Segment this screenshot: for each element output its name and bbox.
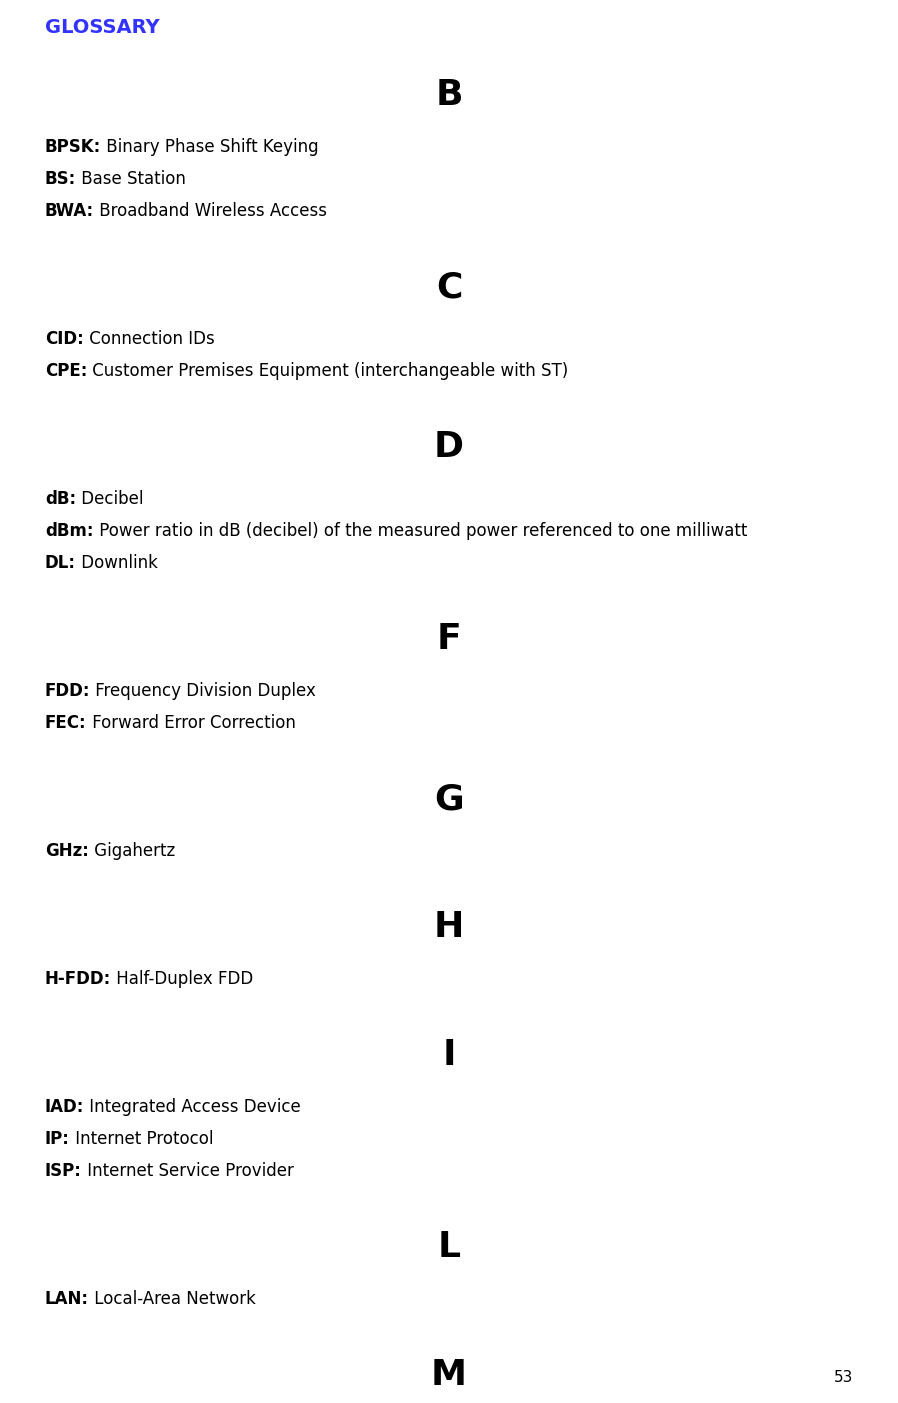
Text: BWA:: BWA: — [45, 202, 94, 220]
Text: Gigahertz: Gigahertz — [89, 842, 175, 860]
Text: Integrated Access Device: Integrated Access Device — [84, 1099, 301, 1115]
Text: GHz:: GHz: — [45, 842, 89, 860]
Text: IP:: IP: — [45, 1129, 70, 1148]
Text: IAD:: IAD: — [45, 1099, 84, 1115]
Text: dBm:: dBm: — [45, 522, 93, 540]
Text: Connection IDs: Connection IDs — [84, 330, 215, 348]
Text: FDD:: FDD: — [45, 682, 91, 700]
Text: DL:: DL: — [45, 554, 76, 572]
Text: D: D — [434, 429, 464, 464]
Text: Power ratio in dB (decibel) of the measured power referenced to one milliwatt: Power ratio in dB (decibel) of the measu… — [93, 522, 747, 540]
Text: 53: 53 — [833, 1369, 853, 1385]
Text: Internet Service Provider: Internet Service Provider — [82, 1162, 294, 1180]
Text: Downlink: Downlink — [76, 554, 158, 572]
Text: Half-Duplex FDD: Half-Duplex FDD — [111, 969, 253, 988]
Text: Decibel: Decibel — [76, 490, 144, 508]
Text: Forward Error Correction: Forward Error Correction — [86, 714, 295, 732]
Text: Broadband Wireless Access: Broadband Wireless Access — [94, 202, 327, 220]
Text: F: F — [436, 622, 462, 657]
Text: Frequency Division Duplex: Frequency Division Duplex — [91, 682, 316, 700]
Text: Customer Premises Equipment (interchangeable with ST): Customer Premises Equipment (interchange… — [87, 362, 568, 380]
Text: GLOSSARY: GLOSSARY — [45, 18, 160, 36]
Text: FEC:: FEC: — [45, 714, 86, 732]
Text: H: H — [434, 911, 464, 944]
Text: LAN:: LAN: — [45, 1289, 89, 1308]
Text: CID:: CID: — [45, 330, 84, 348]
Text: Binary Phase Shift Keying: Binary Phase Shift Keying — [101, 137, 319, 156]
Text: G: G — [435, 781, 463, 817]
Text: Base Station: Base Station — [76, 170, 186, 188]
Text: ISP:: ISP: — [45, 1162, 82, 1180]
Text: B: B — [436, 79, 462, 112]
Text: I: I — [442, 1038, 456, 1072]
Text: BPSK:: BPSK: — [45, 137, 101, 156]
Text: dB:: dB: — [45, 490, 76, 508]
Text: L: L — [437, 1230, 461, 1264]
Text: H-FDD:: H-FDD: — [45, 969, 111, 988]
Text: Internet Protocol: Internet Protocol — [70, 1129, 214, 1148]
Text: M: M — [431, 1358, 467, 1392]
Text: Local-Area Network: Local-Area Network — [89, 1289, 256, 1308]
Text: C: C — [436, 269, 462, 304]
Text: BS:: BS: — [45, 170, 76, 188]
Text: CPE:: CPE: — [45, 362, 87, 380]
